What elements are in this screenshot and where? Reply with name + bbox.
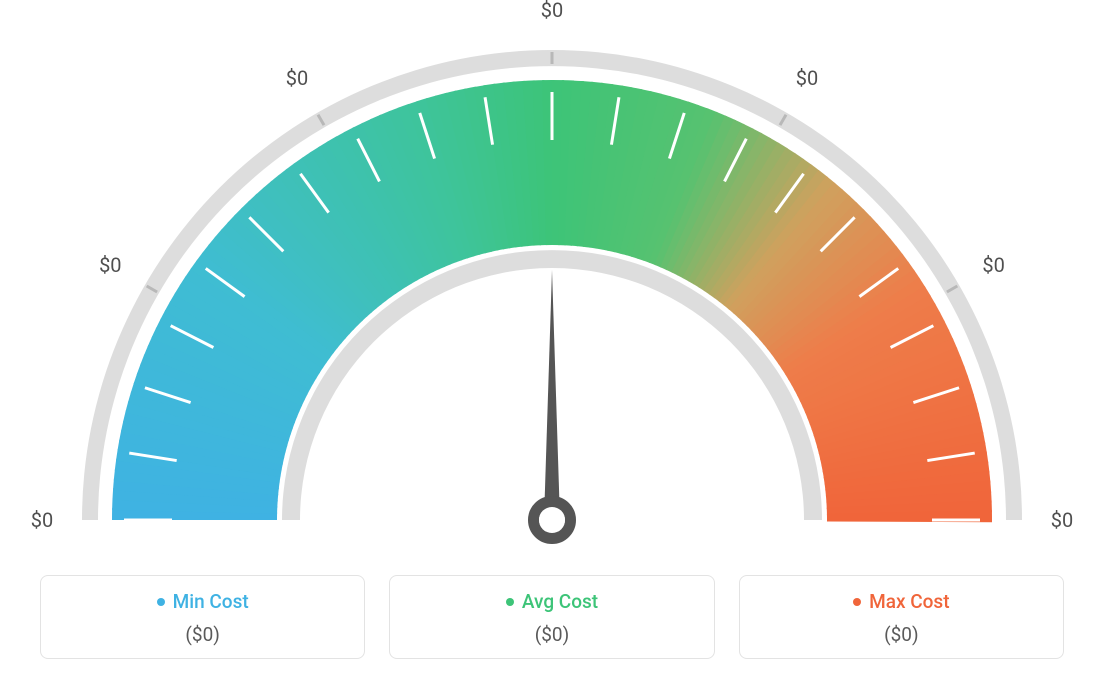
legend-card-avg: Avg Cost ($0) [389,575,714,659]
gauge-tick-label: $0 [99,253,121,277]
legend-dot-max [853,598,861,606]
legend-header-max: Max Cost [750,590,1053,613]
legend-dot-min [157,598,165,606]
gauge-chart: $0 $0 $0 $0 $0 $0 $0 [0,0,1104,560]
legend-row: Min Cost ($0) Avg Cost ($0) Max Cost ($0… [40,575,1064,659]
gauge-tick-label: $0 [982,253,1004,277]
legend-card-max: Max Cost ($0) [739,575,1064,659]
gauge-svg [0,0,1104,560]
legend-header-avg: Avg Cost [400,590,703,613]
legend-card-min: Min Cost ($0) [40,575,365,659]
legend-value-min: ($0) [51,623,354,646]
gauge-tick-label: $0 [541,0,563,22]
legend-header-min: Min Cost [51,590,354,613]
legend-value-max: ($0) [750,623,1053,646]
legend-label-avg: Avg Cost [522,590,598,613]
gauge-tick-label: $0 [31,508,53,532]
legend-label-max: Max Cost [869,590,949,613]
gauge-tick-label: $0 [796,66,818,90]
legend-label-min: Min Cost [173,590,249,613]
legend-dot-avg [506,598,514,606]
gauge-tick-label: $0 [1051,508,1073,532]
legend-value-avg: ($0) [400,623,703,646]
gauge-tick-label: $0 [286,66,308,90]
